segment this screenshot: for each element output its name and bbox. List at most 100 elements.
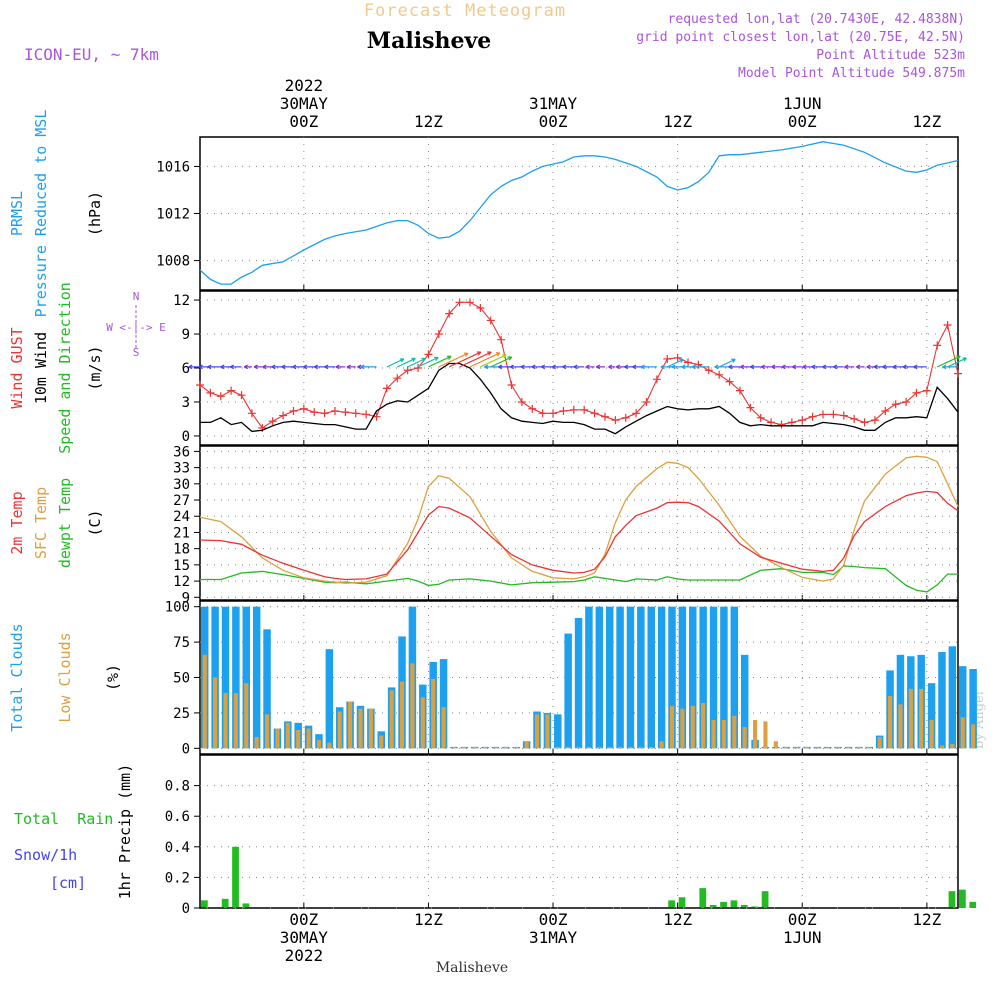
wind-arrow-head bbox=[207, 364, 212, 370]
panel-pressure: 1008 1012 1016 bbox=[156, 136, 959, 291]
total-cloud-bar bbox=[585, 606, 593, 749]
ylabel-temp-3: (C) bbox=[86, 509, 104, 536]
wind-direction-arrow bbox=[438, 352, 469, 368]
low-cloud-bar bbox=[628, 746, 633, 749]
y-tick-label: 0.4 bbox=[165, 840, 190, 856]
wind-direction-arrow bbox=[459, 351, 492, 368]
ylabel-pressure-0: PRMSL bbox=[8, 191, 26, 236]
low-cloud-bar bbox=[753, 720, 758, 749]
total-cloud-bar bbox=[689, 606, 697, 749]
gust-marker bbox=[891, 400, 900, 409]
time-label: 2022 bbox=[285, 946, 324, 965]
wind-arrow-head bbox=[892, 364, 897, 370]
grid-coords: grid point closest lon,lat (20.75E, 42.5… bbox=[636, 30, 965, 45]
gust-marker bbox=[912, 388, 921, 397]
y-tick-label: 6 bbox=[182, 361, 190, 377]
y-tick-label: 3 bbox=[182, 395, 190, 411]
wind-arrow-head bbox=[253, 364, 258, 370]
y-tick-label: 100 bbox=[165, 600, 190, 616]
wind-arrow-head bbox=[942, 364, 947, 370]
total-cloud-bar bbox=[709, 606, 718, 749]
wind-arrow-head bbox=[271, 364, 276, 370]
legend-snow: Snow/1h bbox=[14, 846, 77, 864]
y-tick-label: 0.2 bbox=[165, 870, 190, 886]
ylabel-wind-0: Wind GUST bbox=[8, 327, 26, 408]
y-tick-label: 25 bbox=[173, 706, 190, 722]
gust-marker bbox=[455, 298, 464, 307]
low-cloud-bar bbox=[316, 739, 322, 749]
wind-direction-arrow bbox=[428, 355, 452, 368]
wind-arrow-head bbox=[822, 364, 827, 370]
gust-marker bbox=[476, 303, 485, 312]
wind-arrow-head bbox=[749, 364, 755, 370]
y-tick-label: 18 bbox=[173, 542, 190, 558]
gust-marker bbox=[725, 377, 734, 386]
gust-marker bbox=[735, 386, 744, 395]
wind-arrow-head bbox=[421, 357, 426, 363]
wind-arrow-head bbox=[324, 364, 329, 370]
legend-snow-unit: [cm] bbox=[50, 874, 86, 892]
gust-marker bbox=[351, 409, 360, 418]
wind-arrow-head bbox=[292, 364, 297, 370]
gust-marker bbox=[933, 341, 942, 350]
wind-arrow-head bbox=[446, 355, 452, 360]
low-cloud-bar bbox=[846, 746, 851, 749]
rain-bar bbox=[242, 903, 250, 908]
wind-series bbox=[188, 298, 967, 435]
total-cloud-bar bbox=[325, 649, 334, 749]
total-cloud-bar bbox=[605, 606, 614, 749]
low-cloud-bar bbox=[399, 681, 405, 749]
low-cloud-bar bbox=[389, 690, 394, 749]
gust-marker bbox=[611, 416, 620, 425]
wind-direction-arrow bbox=[936, 355, 961, 368]
time-label: 12Z bbox=[663, 112, 692, 131]
gust-marker bbox=[798, 416, 807, 425]
wind-arrow-head bbox=[540, 364, 546, 370]
wind-arrow-head bbox=[229, 364, 234, 370]
location-title: Malisheve bbox=[367, 28, 491, 54]
low-cloud-bar bbox=[576, 746, 581, 749]
time-label: 1JUN bbox=[783, 928, 822, 947]
rain-bar bbox=[740, 904, 748, 908]
wind-direction-arrow bbox=[947, 357, 967, 368]
y-tick-label: 0 bbox=[182, 429, 190, 445]
time-label: 12Z bbox=[414, 910, 443, 929]
low-cloud-bar bbox=[690, 705, 695, 749]
gust-marker bbox=[777, 420, 786, 429]
y-tick-label: 15 bbox=[173, 558, 190, 574]
gust-marker bbox=[227, 386, 236, 395]
gust-marker bbox=[393, 374, 402, 383]
gust-marker bbox=[320, 409, 329, 418]
y-tick-label: 12 bbox=[173, 293, 190, 309]
total-cloud-bar bbox=[564, 633, 572, 749]
total-cloud-bar bbox=[657, 606, 666, 749]
wind-arrow-head bbox=[781, 364, 786, 370]
time-label: 12Z bbox=[912, 112, 941, 131]
wind-arrow-head bbox=[487, 351, 492, 356]
ylabel-temp-2: dewpt Temp bbox=[56, 478, 74, 568]
gust-marker bbox=[600, 412, 609, 421]
cloud-bars bbox=[201, 606, 977, 749]
gust-marker bbox=[642, 397, 651, 406]
low-cloud-bar bbox=[296, 729, 301, 749]
wind-arrow-head bbox=[281, 364, 286, 370]
y-tick-label: 30 bbox=[173, 477, 190, 493]
low-cloud-bar bbox=[451, 746, 456, 749]
total-cloud-bar bbox=[938, 652, 946, 749]
low-cloud-bar bbox=[721, 720, 726, 749]
wind-arrow-head bbox=[608, 364, 613, 370]
wind-arrow-head bbox=[714, 364, 719, 370]
wind-arrow-head bbox=[595, 364, 601, 370]
wind-direction-arrow bbox=[417, 356, 439, 368]
wind-arrow-head bbox=[507, 356, 513, 361]
wind-arrow-head bbox=[833, 364, 838, 370]
gust-marker bbox=[237, 391, 246, 400]
total-cloud-bar bbox=[574, 618, 583, 749]
total-cloud-bar bbox=[740, 654, 749, 749]
low-cloud-bar bbox=[649, 746, 654, 749]
rain-bar bbox=[201, 900, 208, 908]
total-cloud-bar bbox=[252, 606, 261, 749]
wind-arrow-head bbox=[495, 352, 501, 357]
wind-arrow-head bbox=[811, 364, 816, 370]
wind-arrow-head bbox=[463, 352, 469, 357]
